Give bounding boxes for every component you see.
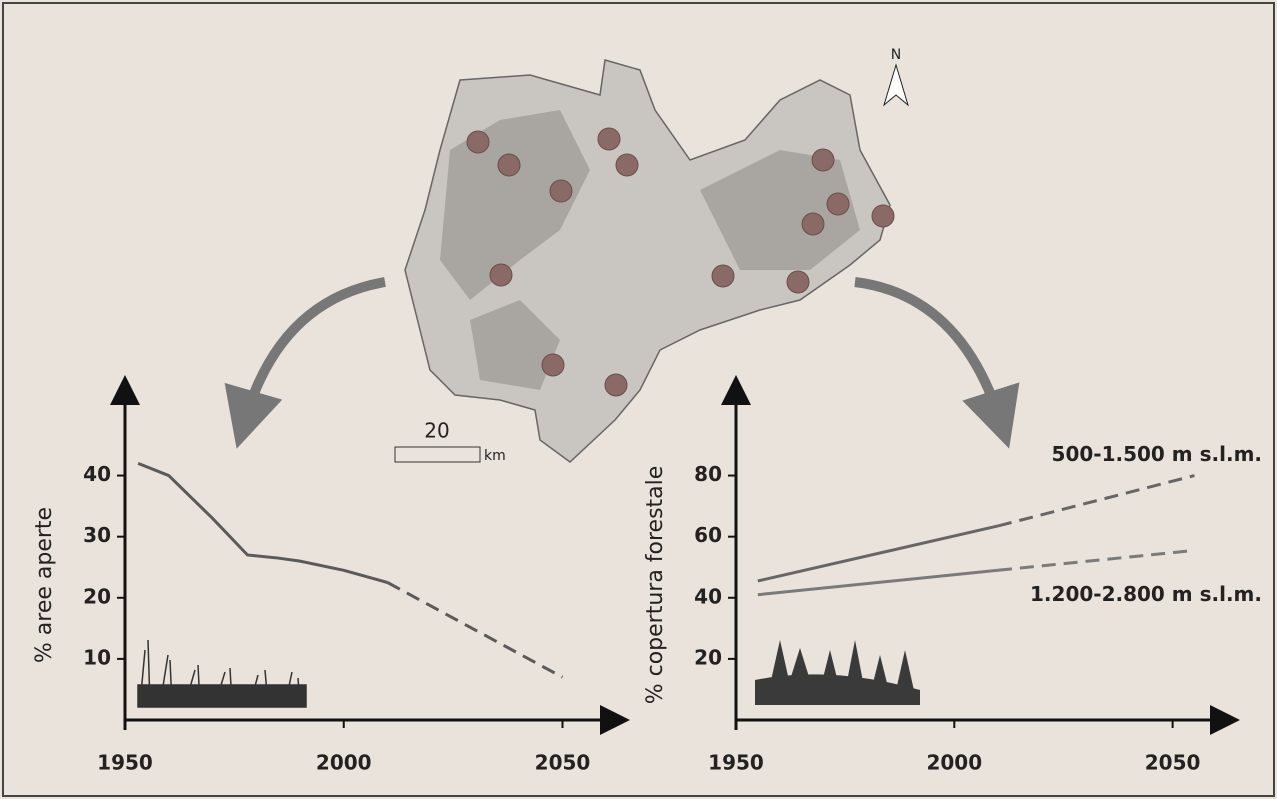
y-tick-label: 60 [694,523,722,547]
projection-line [386,581,564,679]
data-line [757,568,999,597]
trees [755,640,920,705]
series-label: 1.200-2.800 m s.l.m. [1030,582,1262,606]
north-label: N [891,47,901,63]
scale-value: 20 [424,419,449,443]
data-line [757,524,999,583]
scale-unit: km [484,448,506,464]
y-tick-label: 20 [694,645,722,669]
y-axis-title: % aree aperte [32,507,57,663]
y-tick-label: 30 [83,523,111,547]
x-tick-label: 1950 [708,751,764,775]
map: 20 km N [224,47,1020,464]
grass [137,639,307,708]
data-line [137,461,388,584]
y-tick-label: 40 [694,584,722,608]
y-tick-label: 10 [83,645,111,669]
projection-line [997,548,1195,572]
series-label: 500-1.500 m s.l.m. [1052,442,1262,466]
projection-line [997,474,1195,528]
x-tick-label: 2050 [535,751,591,775]
y-axis-title: % copertura forestale [643,466,668,705]
x-tick-label: 2000 [926,751,982,775]
x-tick-label: 2000 [316,751,372,775]
y-tick-label: 80 [694,462,722,486]
y-tick-label: 40 [83,462,111,486]
y-tick-label: 20 [83,584,111,608]
x-tick-label: 2050 [1145,751,1201,775]
x-tick-label: 1950 [97,751,153,775]
